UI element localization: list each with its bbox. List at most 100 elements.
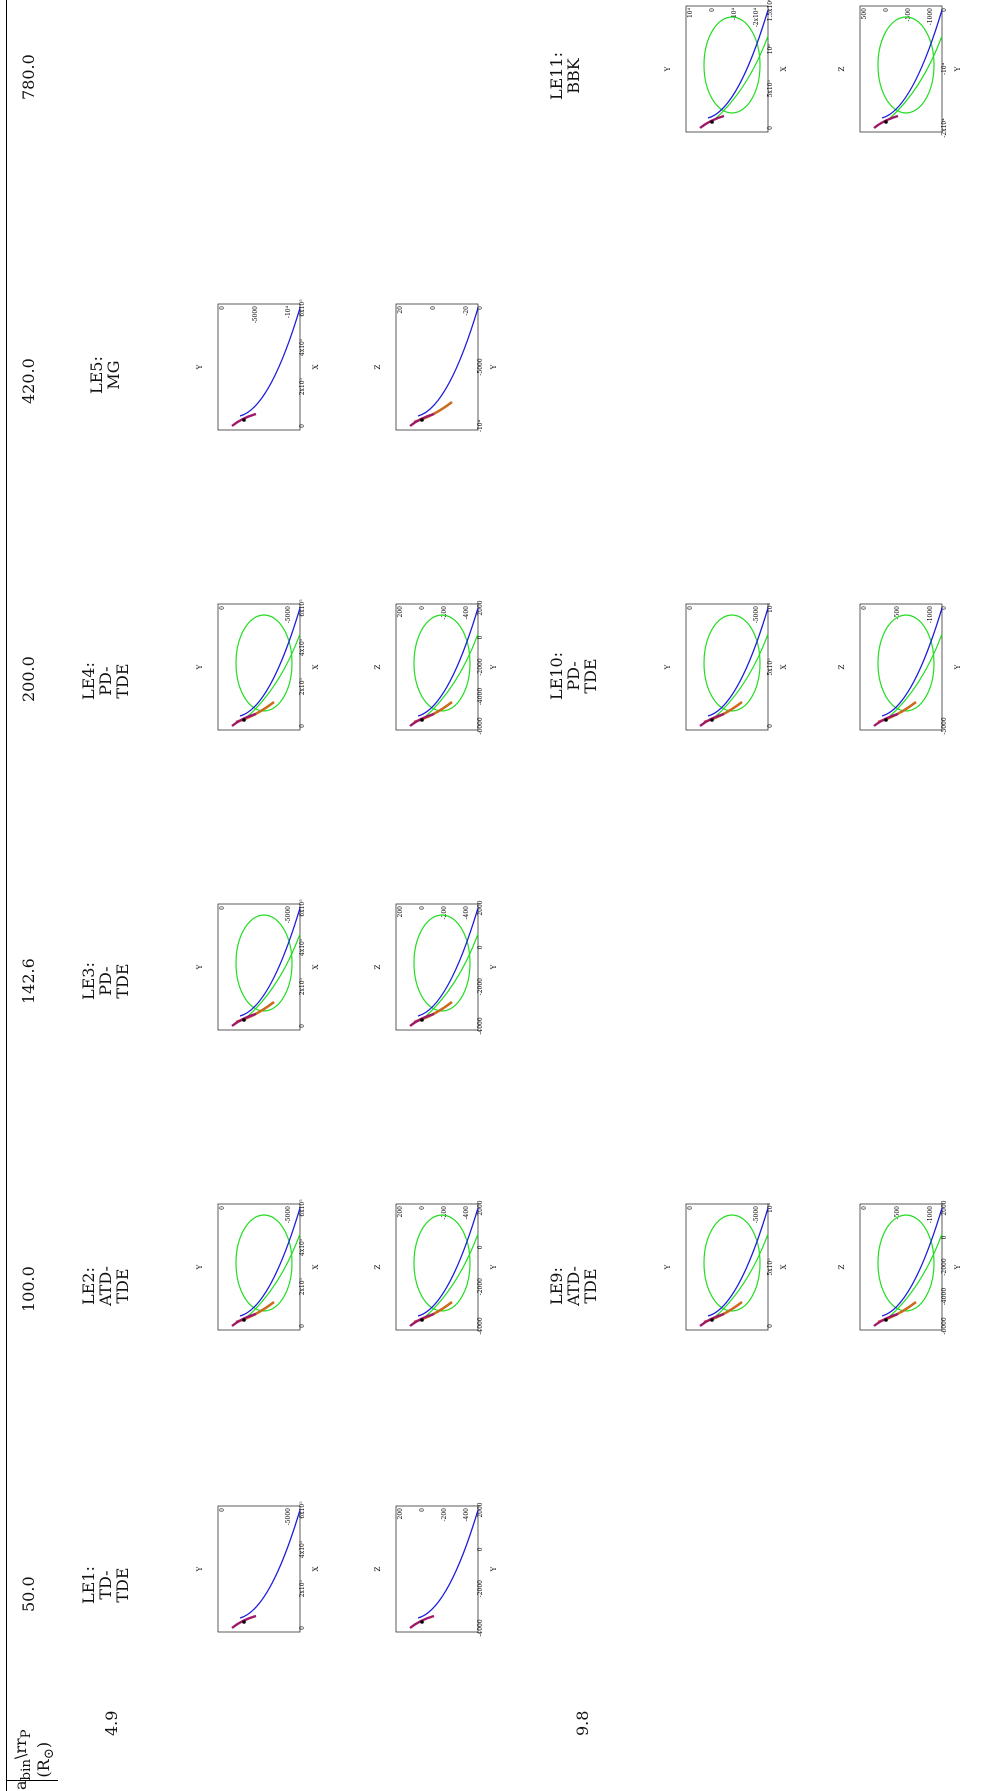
y-tick-label: 500 (861, 8, 868, 20)
x-axis-label: Y (954, 664, 962, 670)
x-tick-label: 0 (941, 606, 948, 610)
green-orbit-ellipse (703, 614, 761, 712)
y-tick-label: -200 (441, 606, 448, 620)
x-axis-label: Y (490, 664, 498, 670)
trajectory-panel-le3-xy: 0 -5000 0 2x10⁵ 4x10⁵ 6x10⁵ X Y (188, 898, 328, 1058)
black-hole-marker (242, 718, 246, 722)
y-tick-label: 200 (397, 606, 404, 618)
x-tick-label: -5000 (941, 717, 948, 734)
green-escape-track (423, 633, 479, 719)
black-hole-marker (242, 418, 246, 422)
x-tick-label: 4x10⁵ (299, 938, 306, 956)
x-tick-label: 0 (477, 635, 484, 639)
x-tick-label: 0 (299, 1324, 306, 1328)
blue-trajectory (239, 1509, 301, 1619)
y-axis-label: Y (664, 664, 672, 670)
green-orbit-ellipse (235, 914, 293, 1012)
panel-frame (217, 1203, 301, 1331)
row-label: 9.8 (573, 1710, 592, 1736)
y-tick-label: -5000 (285, 1508, 292, 1525)
x-tick-label: 0 (767, 1324, 774, 1328)
blue-trajectory (417, 1509, 479, 1619)
x-tick-label: 0 (477, 306, 484, 310)
y-tick-label: 200 (397, 906, 404, 918)
trajectory-panel-le4-yz: 200 0 -200 -400 -6000 -4000 -2000 0 2000 Y Z (366, 598, 506, 758)
column-header: 50.0 (19, 1576, 38, 1612)
y-tick-label: 0 (219, 1508, 226, 1512)
blue-trajectory (707, 9, 769, 119)
trajectory-panel-le11-xy: 10⁴ 0 -10⁴ -2x10⁴ 0 5x10⁵ 10⁶ 1.5x10⁶ X Y (656, 0, 796, 160)
green-orbit-ellipse (877, 16, 935, 114)
y-tick-label: 0 (430, 306, 437, 310)
y-axis-label: Y (196, 664, 204, 670)
panel-frame (395, 1203, 479, 1331)
blue-trajectory (707, 607, 769, 717)
y-tick-label: -400 (463, 906, 470, 920)
y-tick-label: -200 (441, 1508, 448, 1522)
trajectory-panel-le3-yz: 200 0 -200 -400 -4000 -2000 0 2000 Y Z (366, 898, 506, 1058)
y-tick-label: 0 (419, 606, 426, 610)
x-tick-label: -10⁴ (477, 419, 484, 432)
y-axis-label: Z (838, 66, 846, 71)
table-top-rule (6, 0, 7, 1791)
case-label-le10: LE10: PD- TDE (547, 651, 600, 700)
x-tick-label: 0 (299, 1024, 306, 1028)
x-axis-label: Y (490, 964, 498, 970)
y-tick-label: -1000 (927, 8, 934, 25)
x-tick-label: -5000 (477, 358, 484, 375)
x-tick-label: -4000 (477, 688, 484, 705)
green-escape-track (887, 1233, 943, 1319)
x-tick-label: 4x10⁵ (299, 1238, 306, 1256)
x-tick-label: 2x10⁵ (299, 377, 306, 395)
trajectory-panel-le2-yz: 200 0 -200 -400 -4000 -2000 0 2000 Y Z (366, 1198, 506, 1358)
x-tick-label: 0 (299, 724, 306, 728)
trajectory-panel-le4-xy: 0 -5000 0 2x10⁵ 4x10⁵ 6x10⁵ X Y (188, 598, 328, 758)
panel-frame (685, 1203, 769, 1331)
x-axis-label: Y (954, 66, 962, 72)
trajectory-panel-le2-xy: 0 -5000 0 2x10⁵ 4x10⁵ 6x10⁵ X Y (188, 1198, 328, 1358)
x-tick-label: 6x10⁵ (299, 1199, 306, 1217)
blue-trajectory (881, 1207, 943, 1317)
x-tick-label: 0 (941, 1235, 948, 1239)
x-tick-label: 2000 (477, 1502, 484, 1517)
y-tick-label: -400 (463, 606, 470, 620)
x-tick-label: 2x10⁵ (299, 677, 306, 695)
trajectory-panel-le1-yz: 200 0 -200 -400 -4000 -2000 0 2000 Y Z (366, 1500, 506, 1660)
y-tick-label: -400 (463, 1508, 470, 1522)
blue-trajectory (881, 607, 943, 717)
y-axis-label: Z (374, 1566, 382, 1571)
y-axis-label: Y (196, 1264, 204, 1270)
black-hole-marker (884, 718, 888, 722)
x-tick-label: -4000 (477, 1017, 484, 1034)
panel-frame (217, 903, 301, 1031)
trajectory-panel-le9-yz: 0 -500 -1000 -6000 -4000 -2000 0 2000 Y Z (830, 1198, 970, 1358)
blue-trajectory (417, 607, 479, 717)
case-label-le11: LE11: BBK (547, 51, 583, 100)
panel-frame (395, 903, 479, 1031)
x-tick-label: -2000 (477, 978, 484, 995)
x-tick-label: 4x10⁵ (299, 1540, 306, 1558)
panel-frame (859, 603, 943, 731)
x-tick-label: -6000 (941, 1317, 948, 1334)
y-tick-label: 0 (709, 8, 716, 12)
panel-frame (859, 1203, 943, 1331)
y-axis-label: Y (664, 66, 672, 72)
x-axis-label: Y (490, 364, 498, 370)
x-tick-label: 2000 (941, 1200, 948, 1215)
row-label: 4.9 (102, 1710, 121, 1736)
y-tick-label: 0 (419, 1508, 426, 1512)
x-tick-label: 5x10⁵ (767, 658, 774, 676)
x-axis-label: X (780, 1264, 788, 1269)
y-axis-label: Z (374, 664, 382, 669)
column-header: 420.0 (19, 358, 38, 404)
y-axis-label: Z (374, 964, 382, 969)
green-orbit-ellipse (413, 614, 471, 712)
green-escape-track (423, 1233, 479, 1319)
panel-frame (395, 303, 479, 431)
blue-trajectory (707, 1207, 769, 1317)
panel-frame (217, 603, 301, 731)
column-header: 200.0 (19, 656, 38, 702)
blue-trajectory (417, 907, 479, 1017)
x-tick-label: -10⁴ (941, 62, 948, 75)
blue-trajectory (239, 1207, 301, 1317)
